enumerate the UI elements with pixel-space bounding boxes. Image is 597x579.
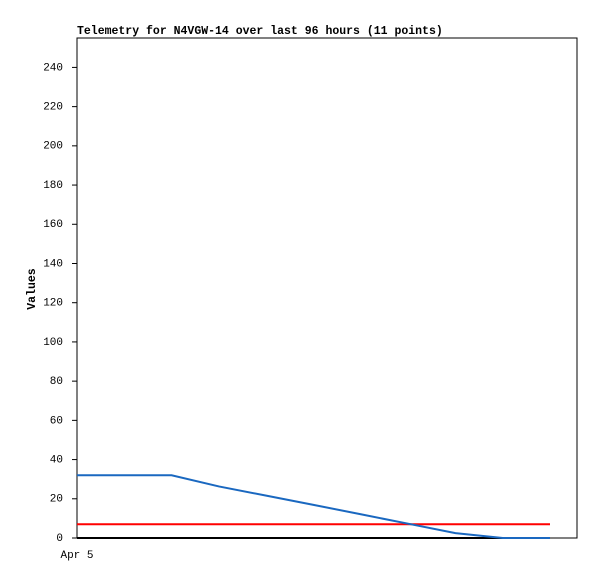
y-tick-label: 40: [50, 454, 63, 466]
x-tick-label: Apr 5: [60, 550, 93, 562]
y-tick-label: 160: [43, 219, 63, 231]
series-line: [77, 474, 550, 539]
y-tick-label: 120: [43, 298, 63, 310]
y-tick-label: 20: [50, 494, 63, 506]
y-tick-label: 240: [43, 62, 63, 74]
plot-frame: [76, 37, 578, 539]
y-axis-label: Values: [26, 268, 39, 310]
y-tick-label: 140: [43, 258, 63, 270]
y-tick-label: 100: [43, 337, 63, 349]
y-tick-label: 180: [43, 180, 63, 192]
y-tick-label: 220: [43, 102, 63, 114]
y-tick-label: 0: [56, 533, 63, 545]
y-tick-label: 80: [50, 376, 63, 388]
y-tick-label: 200: [43, 141, 63, 153]
chart-title: Telemetry for N4VGW-14 over last 96 hour…: [77, 25, 443, 38]
y-tick-label: 60: [50, 415, 63, 427]
